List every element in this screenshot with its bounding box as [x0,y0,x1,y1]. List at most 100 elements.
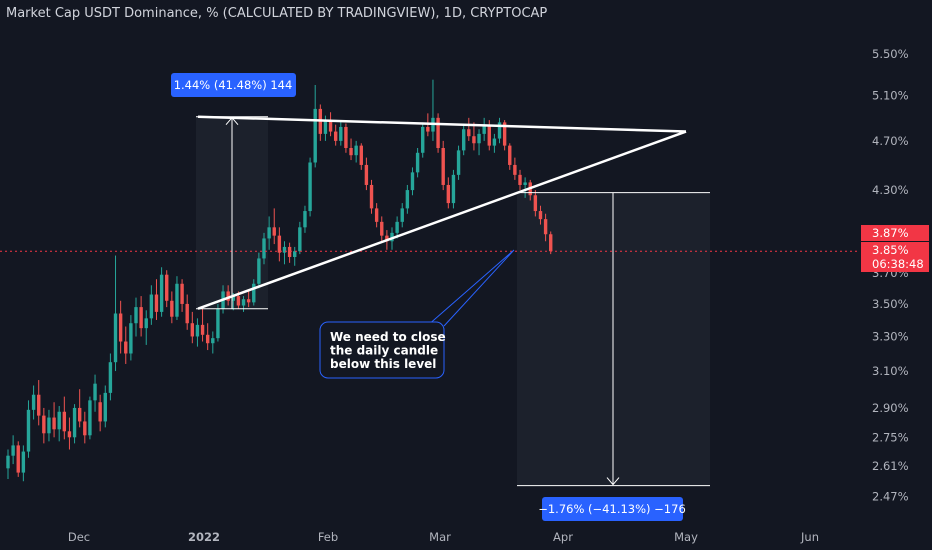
candle-body-33 [175,283,179,317]
y-tick-label-8: 2.90% [872,401,909,415]
candle-3 [21,445,26,482]
candle-body-58 [303,211,307,228]
candle-85 [441,140,445,191]
candle-body-81 [421,126,425,153]
candle-36 [190,311,195,344]
candle-24 [129,315,133,361]
candle-99 [513,157,517,180]
candle-69 [359,143,363,170]
y-tick-label-11: 2.47% [872,490,909,504]
candle-6 [37,380,41,426]
y-tick-label-0: 5.50% [872,47,909,61]
y-tick-label-10: 2.61% [872,459,909,473]
candle-11 [62,396,67,440]
candle-53 [277,227,282,262]
candle-96 [497,117,502,144]
candle-31 [165,270,169,308]
candle-47 [246,291,251,308]
candle-body-0 [6,455,10,469]
candle-body-20 [108,362,113,393]
candle-23 [124,326,128,364]
candle-body-106 [549,234,553,252]
candle-body-89 [461,129,466,151]
candle-body-14 [77,407,82,422]
candle-body-7 [42,415,46,434]
price-high-box [861,225,929,241]
candle-5 [31,385,36,420]
candle-body-16 [88,400,92,436]
candle-39 [205,323,210,351]
candle-body-3 [21,451,26,473]
candle-body-1 [11,445,15,456]
candle-body-60 [313,108,317,163]
candle-93 [482,117,486,141]
candle-body-28 [149,294,154,319]
candle-body-67 [349,148,353,156]
candle-body-93 [482,124,486,134]
candle-71 [369,179,374,214]
candle-63 [328,112,333,137]
candle-51 [267,216,271,250]
candle-body-25 [134,307,138,324]
candle-body-69 [359,145,363,165]
candle-body-84 [436,117,440,149]
candle-103 [533,190,538,217]
candle-32 [170,291,174,324]
candle-body-62 [323,120,328,134]
candle-91 [472,122,476,151]
candle-79 [410,167,415,196]
candle-54 [282,241,287,265]
price-last-label: 3.85% [872,243,909,257]
candle-body-11 [62,411,67,432]
drawings-layer [0,115,860,487]
candle-body-19 [103,392,107,422]
candle-body-23 [124,341,128,354]
y-tick-label-7: 3.10% [872,364,909,378]
candle-88 [456,145,461,180]
candle-body-15 [83,421,87,436]
candle-body-70 [364,164,369,185]
candle-body-51 [267,227,271,239]
candle-body-22 [118,313,123,342]
candle-55 [287,242,292,263]
candle-77 [400,203,404,228]
candle-14 [77,389,82,428]
note-box [319,321,445,379]
candle-body-55 [287,246,292,257]
candle-body-29 [154,294,159,312]
candle-body-91 [472,136,476,144]
candle-60 [313,84,317,168]
triangle-upper-line [197,115,687,133]
y-tick-label-2: 4.70% [872,134,909,148]
candle-78 [405,184,410,214]
x-tick-label-0: Dec [68,530,90,544]
candle-81 [421,122,425,158]
candle-66 [344,123,348,153]
triangle-lower-line [197,130,687,310]
candle-body-4 [26,409,31,452]
candle-67 [349,138,353,161]
candle-22 [118,300,123,354]
candle-body-57 [298,227,302,252]
candle-body-34 [180,283,184,304]
candle-body-101 [523,182,527,185]
candle-49 [257,252,261,289]
candle-98 [508,143,512,170]
candle-body-73 [380,221,384,236]
candle-body-44 [231,296,235,301]
candle-body-63 [328,120,333,132]
candle-body-76 [395,221,399,233]
candle-body-74 [385,235,389,242]
candle-84 [436,113,440,153]
candle-body-103 [533,195,538,212]
measure-down-arrow-head [606,477,620,486]
candle-8 [47,409,51,442]
candle-38 [200,308,205,342]
candle-body-47 [246,299,251,303]
measure-up-label-box [171,73,296,97]
candle-104 [538,205,543,225]
candle-body-27 [144,318,148,329]
candle-body-17 [93,383,97,401]
candle-body-79 [410,172,415,191]
